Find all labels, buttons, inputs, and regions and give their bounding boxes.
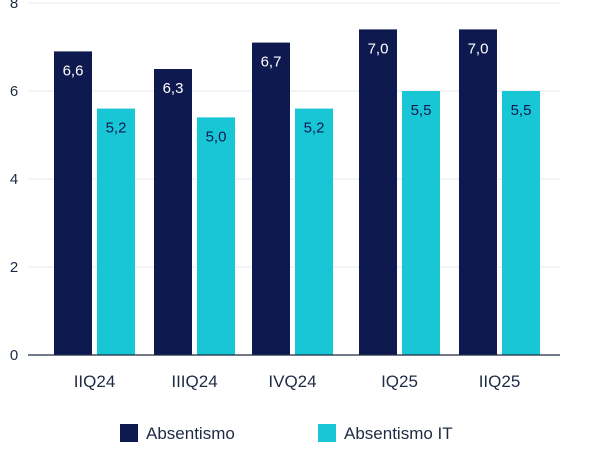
x-category-label: IIQ24 [74, 372, 116, 391]
y-axis-ticks: 0 2 4 6 8 [10, 0, 18, 364]
bar-absentismo-ivq24 [252, 42, 290, 355]
y-tick-label: 0 [10, 347, 18, 364]
data-label: 5,2 [304, 120, 325, 137]
bar-absentismo-iiiq24 [154, 69, 192, 355]
data-label: 6,7 [261, 54, 282, 71]
y-tick-label: 2 [10, 259, 18, 276]
y-tick-label: 6 [10, 83, 18, 100]
bar-absentismo-it-ivq24 [295, 108, 333, 355]
legend-swatch [120, 424, 138, 442]
data-label: 5,5 [511, 102, 532, 119]
legend-label: Absentismo [146, 424, 235, 443]
data-label: 6,6 [63, 62, 84, 79]
x-category-label: IVQ24 [268, 372, 316, 391]
bar-absentismo-it-iiiq24 [197, 117, 235, 356]
data-label: 5,2 [106, 120, 127, 137]
bar-absentismo-it-iq25 [402, 91, 440, 355]
x-axis-categories: IIQ24 IIIQ24 IVQ24 IQ25 IIQ25 [74, 372, 521, 391]
bar-absentismo-it-iiq24 [97, 108, 135, 355]
data-label: 7,0 [468, 40, 489, 57]
bar-absentismo-iiq24 [54, 51, 92, 356]
x-category-label: IIIQ24 [171, 372, 217, 391]
bar-absentismo-iiq25 [459, 29, 497, 356]
legend-label: Absentismo IT [344, 424, 453, 443]
x-category-label: IQ25 [381, 372, 418, 391]
data-labels: 6,6 5,2 6,3 5,0 6,7 5,2 7,0 5,5 7,0 5,5 [63, 40, 532, 145]
x-category-label: IIQ25 [479, 372, 521, 391]
legend-swatch [318, 424, 336, 442]
y-tick-label: 4 [10, 171, 18, 188]
data-label: 6,3 [163, 80, 184, 97]
legend: Absentismo Absentismo IT [120, 424, 453, 443]
data-label: 7,0 [368, 40, 389, 57]
bars [54, 29, 540, 356]
y-tick-label: 8 [10, 0, 18, 12]
bar-absentismo-it-iiq25 [502, 91, 540, 355]
data-label: 5,0 [206, 128, 227, 145]
data-label: 5,5 [411, 102, 432, 119]
bar-absentismo-iq25 [359, 29, 397, 356]
